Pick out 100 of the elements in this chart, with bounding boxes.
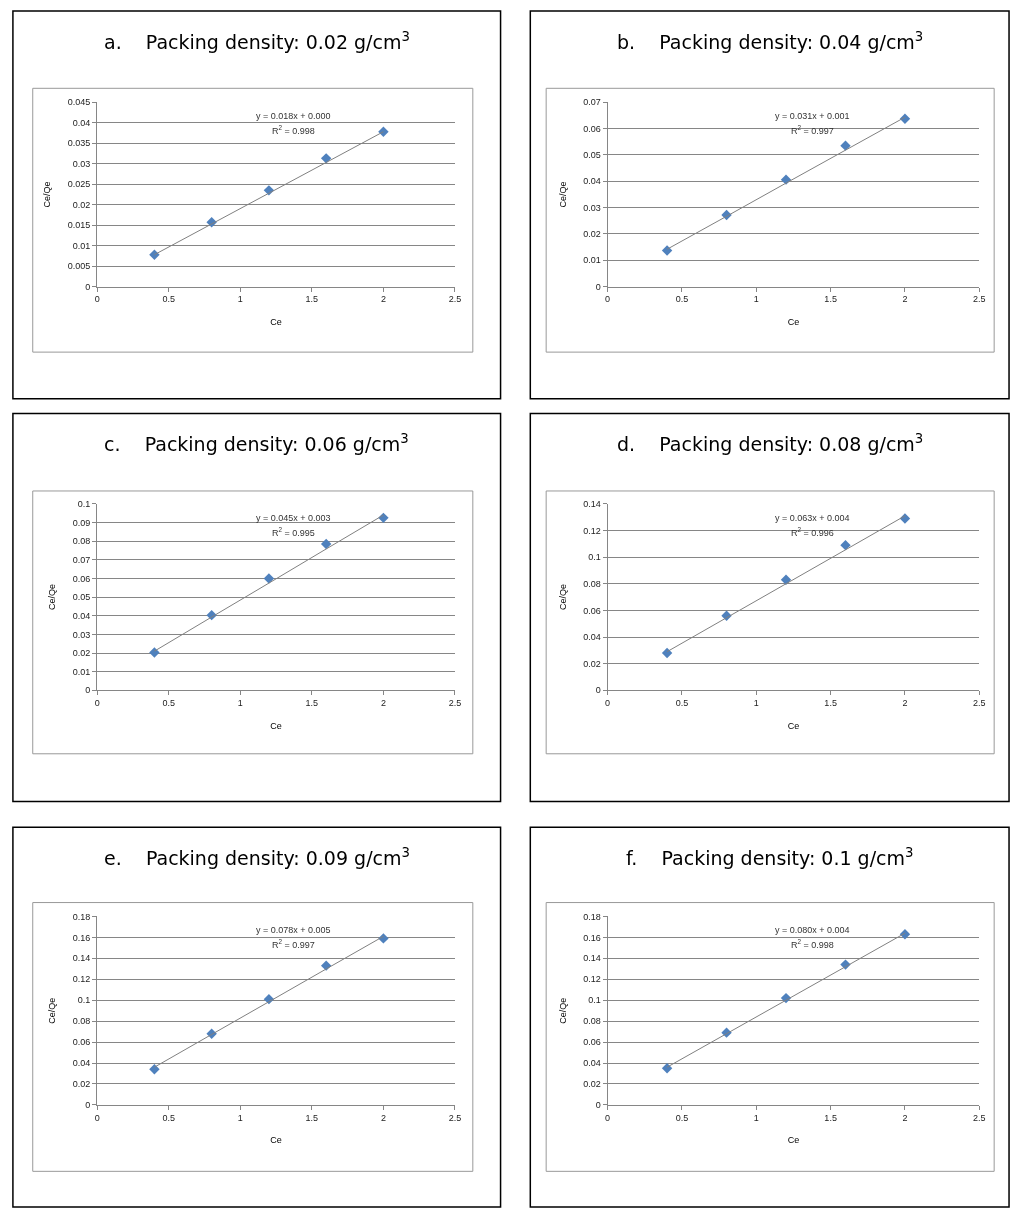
y-tick-label: 0.16 <box>72 932 91 943</box>
y-tick-label: 0.015 <box>67 220 91 231</box>
y-tick-label: 0.1 <box>588 552 601 563</box>
chart-title: e. Packing density: 0.09 g/cm$^{3}$ <box>104 845 410 869</box>
x-axis-title: Ce <box>270 317 282 328</box>
chart-title: d. Packing density: 0.08 g/cm$^{3}$ <box>617 431 924 455</box>
y-tick-label: 0.02 <box>583 229 601 240</box>
x-axis-title: Ce <box>787 720 800 731</box>
y-tick-label: 0.025 <box>67 179 91 190</box>
y-tick-label: 0.18 <box>72 911 91 922</box>
annotation: R$^{2}$ = 0.997 <box>272 938 315 950</box>
y-tick-label: 0.04 <box>72 117 91 128</box>
x-tick-label: 1 <box>753 1112 759 1123</box>
annotation: R$^{2}$ = 0.995 <box>272 526 315 538</box>
y-tick-label: 0.1 <box>77 995 91 1006</box>
y-tick-label: 0.06 <box>72 1037 91 1048</box>
x-tick-label: 0 <box>605 1112 611 1123</box>
x-tick-label: 2 <box>380 698 386 709</box>
y-tick-label: 0.08 <box>583 578 601 589</box>
y-tick-label: 0.06 <box>583 605 601 616</box>
y-axis-title: Ce/Qe <box>47 584 58 611</box>
x-tick-label: 2 <box>380 1112 386 1123</box>
chart-title: f. Packing density: 0.1 g/cm$^{3}$ <box>626 845 914 869</box>
x-tick-label: 0 <box>94 698 100 709</box>
y-axis-title: Ce/Qe <box>42 181 53 208</box>
x-axis-title: Ce <box>270 720 282 731</box>
y-tick-label: 0.01 <box>72 666 91 677</box>
y-tick-label: 0.06 <box>72 573 91 584</box>
y-tick-label: 0.12 <box>583 525 601 536</box>
x-axis-title: Ce <box>270 1135 282 1146</box>
annotation: R$^{2}$ = 0.998 <box>272 124 315 136</box>
x-tick-label: 1.5 <box>824 698 837 709</box>
y-tick-label: 0.12 <box>72 974 91 985</box>
y-tick-label: 0.01 <box>583 255 601 266</box>
x-tick-label: 1.5 <box>305 698 319 709</box>
x-tick-label: 0.5 <box>162 294 175 305</box>
y-axis-title: Ce/Qe <box>47 997 58 1024</box>
y-tick-label: 0.01 <box>72 240 91 251</box>
y-tick-label: 0.02 <box>72 648 91 659</box>
point <box>378 126 389 137</box>
y-tick-label: 0.06 <box>583 1037 601 1048</box>
x-tick-label: 0 <box>605 698 611 709</box>
x-tick-label: 1.5 <box>305 294 319 305</box>
point <box>840 140 851 151</box>
x-tick-label: 1 <box>753 698 759 709</box>
x-tick-label: 0.5 <box>675 698 689 709</box>
point <box>661 647 673 659</box>
x-tick-label: 1.5 <box>824 294 837 305</box>
y-axis-title: Ce/Qe <box>557 584 568 611</box>
x-tick-label: 2 <box>380 294 386 305</box>
x-tick-label: 1.5 <box>305 1112 319 1123</box>
y-tick-label: 0.02 <box>72 199 91 210</box>
annotation: y = 0.078x + 0.005 <box>256 925 331 935</box>
point <box>320 538 332 550</box>
annotation: y = 0.031x + 0.001 <box>775 111 850 121</box>
y-tick-label: 0 <box>85 685 91 696</box>
x-tick-label: 2.5 <box>448 294 462 305</box>
y-tick-label: 0.08 <box>72 536 91 547</box>
y-tick-label: 0.045 <box>67 97 91 108</box>
y-tick-label: 0.04 <box>72 610 91 621</box>
x-tick-label: 0.5 <box>675 294 689 305</box>
x-tick-label: 0.5 <box>162 698 175 709</box>
y-tick-label: 0.07 <box>72 554 91 565</box>
y-tick-label: 0.08 <box>72 1016 91 1027</box>
point <box>149 1064 160 1075</box>
y-tick-label: 0.1 <box>77 499 91 510</box>
x-tick-label: 0.5 <box>675 1112 689 1123</box>
annotation: y = 0.080x + 0.004 <box>775 925 850 935</box>
x-tick-label: 2 <box>902 1112 908 1123</box>
x-tick-label: 2 <box>902 698 908 709</box>
chart-title: a. Packing density: 0.02 g/cm$^{3}$ <box>104 29 410 53</box>
y-tick-label: 0.07 <box>583 97 601 108</box>
y-tick-label: 0.02 <box>72 1079 91 1090</box>
point <box>661 1063 673 1074</box>
x-tick-label: 1 <box>237 698 243 709</box>
chart-title: b. Packing density: 0.04 g/cm$^{3}$ <box>617 29 924 53</box>
x-tick-label: 2 <box>902 294 908 305</box>
y-tick-label: 0.05 <box>72 592 91 603</box>
x-tick-label: 2.5 <box>973 1112 986 1123</box>
x-tick-label: 0 <box>605 294 611 305</box>
x-tick-label: 1 <box>237 1112 243 1123</box>
x-tick-label: 2.5 <box>448 1112 462 1123</box>
x-tick-label: 0 <box>94 294 100 305</box>
y-tick-label: 0.02 <box>583 1079 601 1090</box>
y-tick-label: 0 <box>595 1100 601 1111</box>
y-tick-label: 0.05 <box>583 150 601 161</box>
y-tick-label: 0.14 <box>72 953 91 964</box>
annotation: R$^{2}$ = 0.998 <box>791 938 834 950</box>
annotation: y = 0.063x + 0.004 <box>775 513 850 523</box>
y-tick-label: 0.04 <box>72 1058 91 1069</box>
y-tick-label: 0.14 <box>583 499 601 510</box>
y-tick-label: 0.035 <box>67 138 91 149</box>
y-tick-label: 0.06 <box>583 123 601 134</box>
y-tick-label: 0.04 <box>583 1058 601 1069</box>
y-tick-label: 0.03 <box>583 202 601 213</box>
y-tick-label: 0.18 <box>583 911 601 922</box>
x-tick-label: 2.5 <box>973 698 986 709</box>
x-axis-title: Ce <box>787 1135 800 1146</box>
annotation: y = 0.018x + 0.000 <box>256 111 331 121</box>
y-axis-title: Ce/Qe <box>557 997 568 1024</box>
